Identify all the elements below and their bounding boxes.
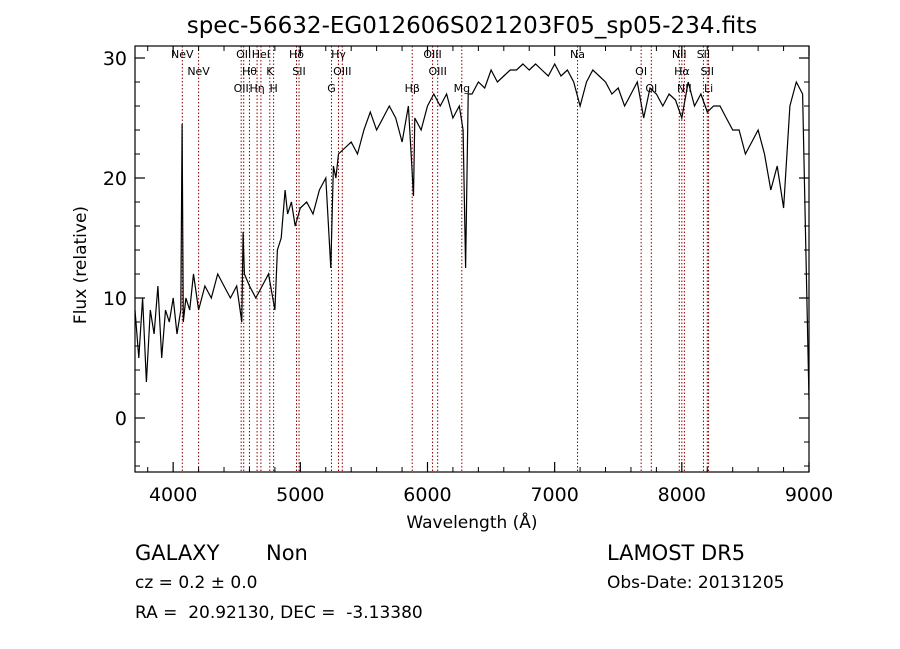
- x-tick-label: 6000: [403, 484, 451, 506]
- spectrum-series: [134, 62, 810, 401]
- y-axis: 0 10 20 30: [103, 48, 809, 467]
- line-marker-label: NeV: [171, 48, 194, 61]
- line-marker-label: Hα: [674, 65, 690, 78]
- y-tick-label: 20: [103, 168, 127, 190]
- line-marker-label: OII: [234, 82, 249, 95]
- object-class: GALAXY: [135, 541, 220, 565]
- line-marker-label: SII: [701, 65, 714, 78]
- x-tick-label: 7000: [530, 484, 578, 506]
- line-marker-label: OIII: [428, 65, 446, 78]
- line-marker-label: G: [327, 82, 336, 95]
- line-marker-label: Na: [570, 48, 585, 61]
- x-axis-label: Wavelength (Å): [406, 511, 537, 533]
- line-marker-label: OIII: [423, 48, 441, 61]
- x-tick-label: 9000: [785, 484, 833, 506]
- chart-title: spec-56632-EG012606S021203F05_sp05-234.f…: [187, 13, 758, 39]
- line-marker-label: Hβ: [405, 82, 420, 95]
- line-marker-label: NII: [672, 48, 687, 61]
- y-tick-label: 0: [115, 408, 127, 430]
- line-marker-label: NeV: [187, 65, 210, 78]
- line-marker-label: H: [269, 82, 277, 95]
- line-marker-label: Hδ: [289, 48, 304, 61]
- plot-frame: [134, 45, 810, 473]
- y-axis-label: Flux (relative): [71, 206, 91, 324]
- x-tick-label: 4000: [149, 484, 197, 506]
- y-tick-label: 10: [103, 288, 127, 310]
- redshift-cz: cz = 0.2 ± 0.0: [135, 573, 258, 593]
- line-marker-label: OI: [635, 65, 647, 78]
- observation-date: Obs-Date: 20131205: [607, 573, 785, 593]
- line-marker-label: SII: [292, 65, 305, 78]
- line-marker-label: K: [266, 65, 274, 78]
- line-marker-label: OIII: [333, 65, 351, 78]
- line-marker-labels: NeV NeV OII OII Hθ Hη HeI KH Hδ SII G Hγ OIII Hβ OIII O…: [171, 48, 714, 95]
- line-marker-label: HeI: [252, 48, 270, 61]
- coordinates-ra-dec: RA = 20.92130, DEC = -3.13380: [135, 603, 423, 623]
- line-marker-label: Hθ: [242, 65, 257, 78]
- survey-name: LAMOST DR5: [607, 541, 746, 565]
- x-axis: 4000 5000 6000 7000 8000 9000: [147, 46, 833, 506]
- line-marker-label: Mg: [454, 82, 470, 95]
- line-marker-label: OII: [236, 48, 251, 61]
- y-tick-label: 30: [103, 48, 127, 70]
- line-marker-label: SII: [697, 48, 710, 61]
- line-marker-label: Li: [704, 82, 713, 95]
- line-marker-label: Hη: [249, 82, 264, 95]
- line-markers: [181, 46, 710, 472]
- object-subclass: Non: [266, 541, 308, 565]
- line-marker-label: Hγ: [331, 48, 346, 61]
- x-tick-label: 8000: [658, 484, 706, 506]
- x-tick-label: 5000: [276, 484, 324, 506]
